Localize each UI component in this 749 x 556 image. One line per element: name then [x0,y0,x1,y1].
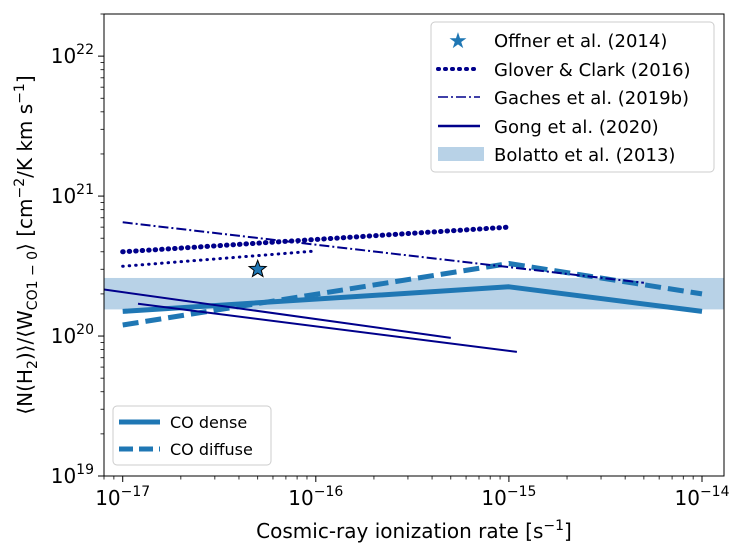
series-line-gong-et-al-2020-a [104,288,451,339]
legend-label-gaches: Gaches et al. (2019b) [494,88,689,109]
legend-band-swatch [438,147,484,161]
x-tick-label: 10−16 [288,484,343,510]
legend-label-co-diffuse: CO diffuse [170,440,253,459]
legend-top-right: ★ Offner et al. (2014) Glover & Clark (2… [430,21,715,173]
legend-label-gong: Gong et al. (2020) [494,117,659,138]
legend-label-co-dense: CO dense [170,413,247,432]
legend-label-offner: Offner et al. (2014) [494,31,667,52]
x-tick-label: 10−15 [481,484,536,510]
plot-area [104,221,724,353]
axis-ticks: 10−17 10−16 10−15 10−14 1019 1020 1021 1022 [51,13,730,510]
y-tick-label: 1021 [51,182,94,208]
series-line-glover-clark-2016-a [120,224,512,255]
series-line-glover-clark-2016-b [121,249,318,268]
legend-top-right-box [430,21,715,173]
axes-frame [103,13,725,477]
y-tick-label: 1019 [51,462,94,488]
offner-star-marker [247,258,268,278]
y-tick-label: 1022 [51,42,94,68]
series-line-gaches-et-al-2019b [122,221,645,284]
series-line-co-diffuse [122,261,703,328]
x-tick-label: 10−14 [674,484,729,510]
x-axis-label: Cosmic-ray ionization rate [s−1] [256,518,572,543]
series-line-gong-et-al-2020-b [137,302,518,353]
legend-label-bolatto: Bolatto et al. (2013) [494,145,675,166]
legend-bottom-left: CO dense CO diffuse [112,405,272,466]
y-tick-label: 1020 [51,322,94,348]
legend-label-glover: Glover & Clark (2016) [494,60,691,81]
x-tick-label: 10−17 [95,484,150,510]
legend-star-marker: ★ [448,29,468,54]
y-axis-label: ⟨N(H2)⟩/⟨WCO1 − 0⟩ [cm−2/K km s−1] [12,75,41,414]
